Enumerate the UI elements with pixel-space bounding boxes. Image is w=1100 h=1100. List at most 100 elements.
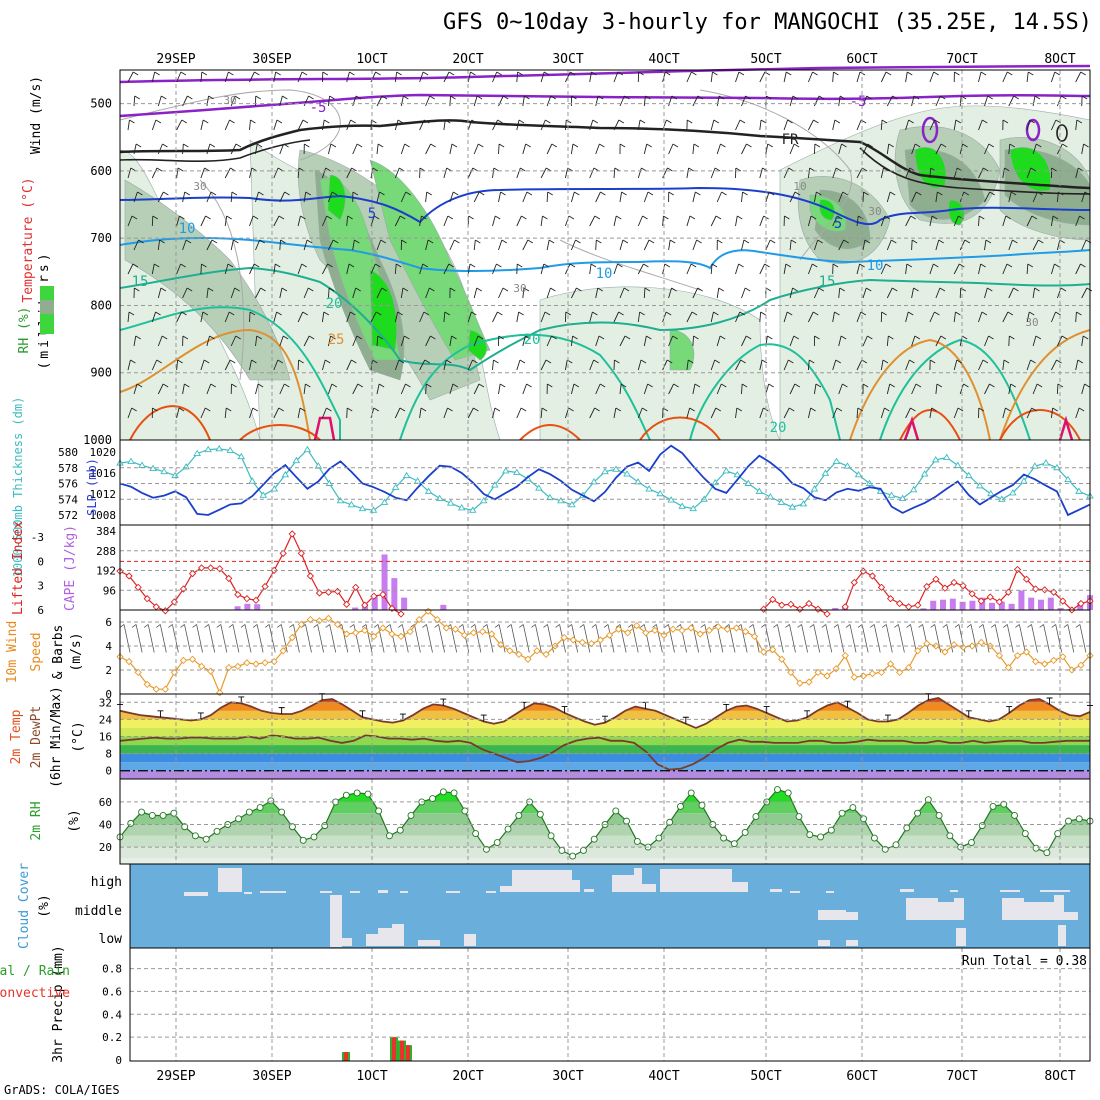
wind-barb	[716, 95, 725, 107]
wind-barb	[157, 335, 168, 347]
wind-barb	[297, 311, 308, 323]
wind-barb	[880, 119, 888, 131]
rh2m-point	[903, 824, 911, 832]
wind-barb	[613, 71, 624, 83]
slp-tick-label: 1020	[90, 446, 117, 459]
cloud-ylabel-part: (%)	[37, 894, 52, 917]
wind-barb	[905, 71, 913, 83]
temperature-contour-line	[119, 306, 1031, 441]
wind-barb	[637, 263, 649, 275]
wind-barb	[856, 311, 867, 323]
wind-barb	[832, 407, 843, 419]
lifted-index-point	[823, 610, 831, 618]
wind-barb	[911, 143, 921, 155]
wind-barb	[519, 624, 530, 653]
wind-speed-point	[941, 648, 949, 656]
wind-barb	[540, 71, 550, 83]
wind-barb	[1075, 71, 1086, 83]
rh2m-point	[590, 835, 598, 843]
wind-speed-point	[279, 647, 287, 655]
wind-barb	[570, 239, 581, 251]
rh-shaded-region	[369, 159, 491, 361]
wind-barb	[394, 407, 406, 419]
wind-barb	[832, 311, 840, 323]
rh2m-point	[127, 819, 135, 827]
rh-ylabel-part: (%)	[67, 809, 82, 832]
wind-barb	[953, 71, 960, 83]
cloud-cover-block	[378, 890, 388, 893]
wind-barb	[473, 191, 485, 203]
wind-barb	[127, 359, 136, 371]
wind-barb	[327, 383, 338, 395]
wind-barb	[570, 143, 579, 155]
wind-barb	[492, 167, 500, 179]
wind-barb	[832, 119, 841, 131]
wind-barb	[419, 119, 430, 131]
rh2m-point	[666, 818, 674, 826]
wind-barb	[492, 311, 503, 323]
wind-barb	[216, 624, 228, 653]
thickness-point	[424, 487, 433, 494]
precip-ylabel: 3hr Precip (mm)	[51, 945, 66, 1062]
wind-barb	[1050, 407, 1058, 419]
wind-barb	[1026, 359, 1036, 371]
temp-ylabel-part: 2m Temp	[9, 709, 24, 764]
temperature-contour-label: -5	[310, 100, 327, 116]
wind-speed-point	[732, 624, 741, 632]
wind-ylabel-part: Speed	[29, 632, 44, 671]
temp-minmax-whisker	[844, 700, 851, 708]
wind-barb	[540, 359, 552, 371]
wind-barb	[1081, 191, 1091, 203]
wind-barb	[953, 359, 963, 371]
wind-barb	[119, 624, 131, 653]
wind-barb	[838, 383, 848, 395]
wind-barb	[370, 167, 379, 179]
wind-barb	[761, 624, 772, 653]
temp-band	[120, 762, 1090, 771]
temp-minmax-whisker	[804, 710, 811, 718]
lifted-index-point	[361, 601, 369, 609]
wind-barb	[668, 383, 679, 395]
wind-speed-point	[1050, 656, 1058, 665]
wind-barb	[589, 263, 597, 275]
temp-band	[120, 770, 1090, 779]
temp-tick-label: 0	[105, 765, 112, 778]
cloud-cover-block	[612, 875, 634, 892]
wind-barb	[862, 239, 871, 251]
thickness-point	[975, 481, 984, 489]
wind-barb	[935, 239, 944, 251]
cape-bar	[352, 607, 359, 610]
wind-speed-point	[306, 615, 315, 624]
wind-barb	[346, 119, 356, 131]
rh-contour-line	[119, 89, 341, 161]
precip-convective-bar	[344, 1052, 348, 1061]
wind-barb	[1075, 215, 1085, 227]
cloud-cover-block	[418, 940, 440, 946]
wind-barb	[492, 263, 502, 275]
wind-speed-point	[923, 639, 931, 648]
wind-barb	[692, 335, 699, 347]
wind-barb	[1056, 191, 1064, 203]
wind-barb	[425, 383, 432, 395]
wind-barb	[692, 191, 701, 203]
wind-barb	[394, 359, 405, 371]
wind-barb	[619, 287, 630, 299]
wind-barb	[765, 239, 776, 251]
rh2m-point	[655, 834, 663, 842]
wind-barb	[978, 119, 988, 131]
wind-speed-point	[252, 660, 260, 668]
wind-barb	[613, 407, 622, 419]
thickness-point	[755, 487, 764, 494]
wind-barb	[522, 143, 531, 155]
wind-barb	[886, 95, 898, 107]
wind-barb	[886, 143, 894, 155]
wind-barb	[886, 239, 897, 251]
rh2m-point	[1000, 800, 1008, 808]
wind-barb	[156, 624, 167, 653]
wind-barb	[540, 119, 551, 131]
wind-barb	[516, 215, 527, 227]
thickness-point	[259, 491, 268, 498]
wind-speed-point	[642, 629, 650, 637]
wind-barb	[765, 383, 774, 395]
cape-bar	[959, 601, 966, 610]
